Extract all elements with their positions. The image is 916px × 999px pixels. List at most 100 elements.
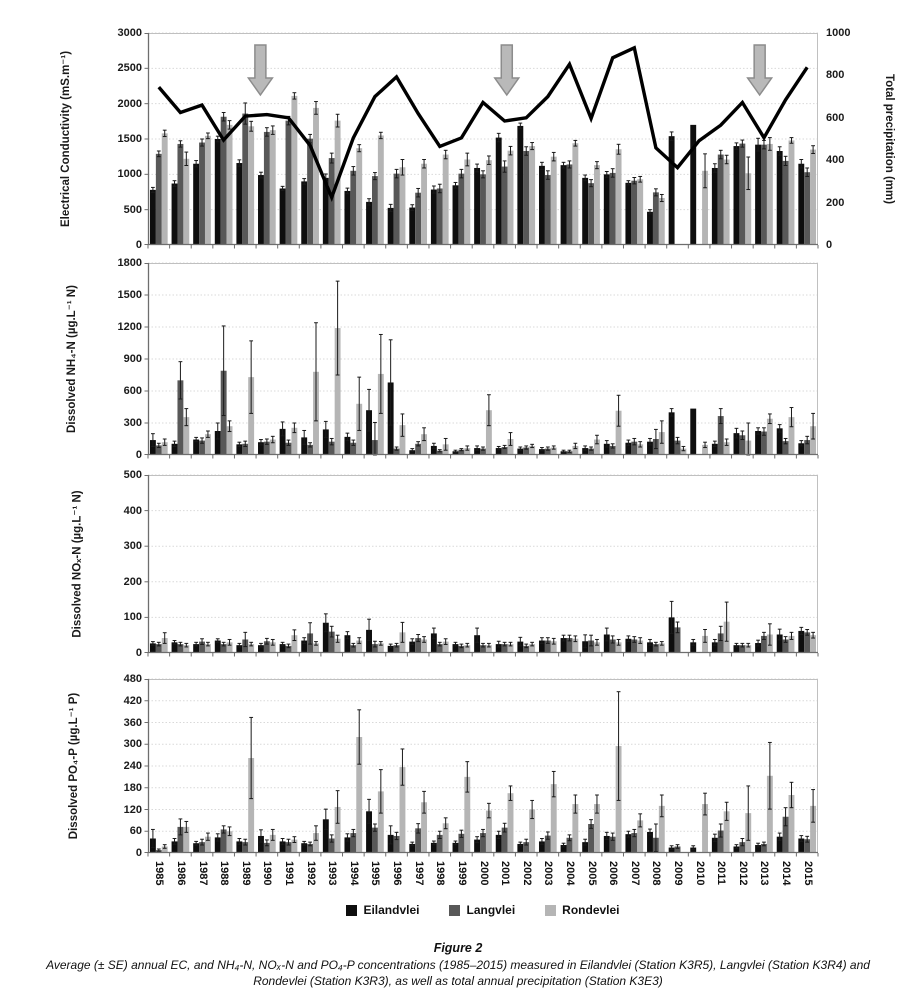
bar	[523, 447, 530, 455]
bar	[560, 638, 567, 653]
bar	[393, 448, 400, 455]
bar	[782, 160, 789, 245]
bar	[393, 835, 400, 853]
bar	[226, 124, 233, 245]
figure-caption-line2: Rondevlei (Station K3R3), as well as tot…	[253, 973, 663, 988]
legend-item-langvlei: Langvlei	[449, 903, 515, 917]
bar	[674, 846, 681, 853]
bar	[637, 444, 644, 455]
year-label-text: 1989	[239, 861, 252, 886]
bar	[550, 156, 557, 245]
legend-label: Eilandvlei	[363, 903, 420, 917]
bar	[279, 188, 286, 245]
bar	[149, 643, 156, 653]
bar	[523, 645, 530, 653]
bar	[409, 843, 416, 853]
figure-caption-title: Figure 2	[433, 941, 483, 955]
bar	[761, 144, 767, 245]
bar	[588, 640, 595, 653]
bar	[594, 804, 600, 853]
bar	[301, 181, 308, 245]
year-label-text: 1986	[174, 861, 187, 886]
bar	[668, 847, 675, 853]
bar	[560, 845, 567, 853]
bar	[226, 642, 233, 653]
bar	[442, 154, 449, 245]
po4-ytick-label: 60	[129, 825, 142, 838]
bar	[776, 836, 783, 853]
po4-ytick-label: 360	[123, 716, 142, 729]
figure-caption: Figure 2 Average (± SE) annual EC, and N…	[20, 941, 896, 989]
legend-label: Rondevlei	[562, 903, 620, 917]
bar	[507, 644, 514, 653]
bar	[566, 451, 573, 455]
bar	[356, 737, 363, 853]
bar	[723, 442, 730, 455]
bar	[609, 172, 616, 245]
bar	[594, 642, 600, 653]
bar	[399, 767, 406, 853]
po4-y-axis-title: Dissolved PO₄-P (µg.L⁻¹ P)	[68, 692, 80, 840]
bar	[507, 150, 514, 245]
bar	[199, 641, 205, 653]
bar	[615, 410, 622, 455]
year-label-text: 1996	[391, 861, 404, 886]
bar	[242, 443, 249, 455]
ec-ytick-label: 2000	[117, 97, 142, 110]
bar	[507, 439, 514, 455]
bar	[193, 163, 200, 245]
bar	[399, 167, 406, 245]
bar	[301, 437, 308, 455]
bar	[609, 836, 616, 853]
bar	[377, 643, 384, 653]
nh4-ytick-label: 1500	[117, 289, 142, 301]
bar	[430, 842, 437, 853]
bar	[480, 174, 486, 245]
bar	[313, 643, 319, 653]
bar	[366, 811, 372, 853]
bar	[436, 188, 443, 245]
bar	[269, 439, 276, 455]
bar	[733, 433, 740, 455]
bar	[782, 816, 789, 853]
bar	[171, 841, 178, 853]
bar	[322, 429, 329, 455]
bar	[204, 644, 211, 653]
bar	[199, 440, 205, 455]
bar	[582, 177, 589, 245]
bar	[366, 201, 372, 245]
bar	[544, 640, 551, 653]
bar	[415, 192, 422, 245]
bar	[474, 167, 481, 245]
year-label-text: 1993	[326, 861, 339, 886]
bar	[702, 170, 708, 245]
bar	[149, 189, 156, 245]
po4-ytick-label: 420	[123, 694, 142, 707]
bar	[387, 645, 394, 653]
bar	[517, 843, 524, 853]
ec-ytick-label: 2500	[117, 62, 142, 75]
bar	[387, 207, 394, 245]
bar	[538, 165, 545, 245]
bar	[155, 153, 162, 245]
bar	[199, 842, 205, 854]
year-label-text: 2015	[801, 861, 814, 886]
bar	[658, 805, 665, 854]
ec-ytick-label: 3000	[117, 27, 142, 39]
bar	[452, 644, 459, 653]
year-label-text: 2011	[715, 861, 728, 885]
bar	[766, 143, 773, 245]
bar	[258, 442, 264, 455]
bar	[464, 645, 471, 653]
nox-chart-plot	[144, 474, 819, 657]
bar	[263, 441, 270, 455]
bar	[415, 638, 422, 653]
bar	[269, 834, 276, 854]
ec-ytick-label: 1000	[117, 168, 142, 181]
precip-ytick-label: 0	[826, 239, 833, 251]
bar	[371, 176, 378, 245]
bar	[161, 846, 168, 853]
year-label-text: 2008	[650, 861, 663, 886]
bar	[782, 441, 789, 455]
bar	[430, 633, 437, 653]
